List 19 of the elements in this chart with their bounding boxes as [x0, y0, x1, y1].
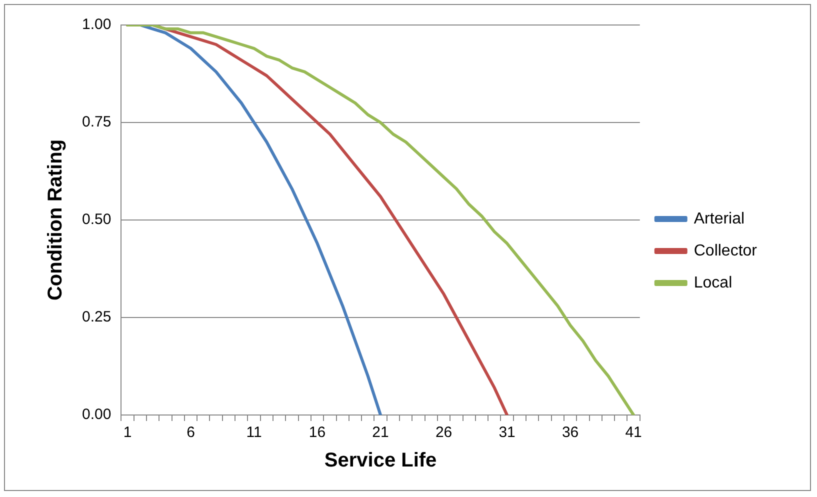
- y-tick-label: 0.00: [82, 406, 112, 424]
- y-tick-label: 0.75: [82, 114, 112, 131]
- x-tick-label: 6: [186, 424, 195, 442]
- legend-label: Arterial: [694, 210, 745, 228]
- x-tick-label: 21: [372, 424, 389, 442]
- y-tick-label: 0.50: [82, 211, 112, 228]
- x-tick-label: 16: [308, 424, 326, 442]
- x-tick-label: 1: [123, 424, 132, 442]
- legend-label: Collector: [694, 242, 758, 260]
- x-tick-label: 31: [498, 424, 516, 442]
- y-tick-label: 0.25: [82, 308, 112, 326]
- x-tick-label: 26: [435, 424, 452, 442]
- y-tick-label: 1.00: [82, 16, 112, 34]
- x-tick-label: 36: [562, 424, 579, 442]
- y-axis-title: Condition Rating: [44, 139, 67, 301]
- x-tick-label: 11: [246, 424, 262, 442]
- legend-label: Local: [694, 274, 732, 292]
- x-axis-title: Service Life: [324, 450, 437, 472]
- x-tick-label: 41: [625, 424, 642, 442]
